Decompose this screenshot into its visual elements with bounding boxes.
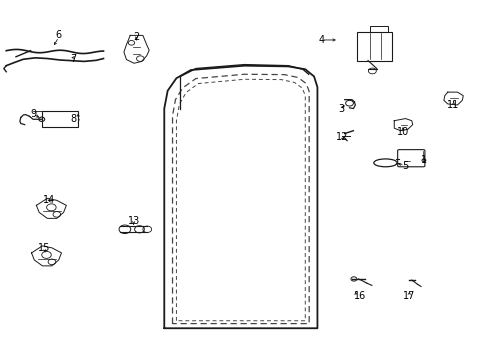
Text: 4: 4 xyxy=(318,35,324,45)
Text: 6: 6 xyxy=(56,30,61,40)
Text: 3: 3 xyxy=(338,104,344,113)
Text: 2: 2 xyxy=(133,32,140,42)
Text: 11: 11 xyxy=(447,100,459,110)
Text: 13: 13 xyxy=(127,216,140,226)
Text: 14: 14 xyxy=(43,195,55,204)
Text: 15: 15 xyxy=(38,243,50,253)
Text: 1: 1 xyxy=(421,156,427,165)
Text: 7: 7 xyxy=(70,54,76,64)
Text: 17: 17 xyxy=(402,291,414,301)
Text: 16: 16 xyxy=(353,291,366,301)
Text: 10: 10 xyxy=(396,127,408,137)
Text: 8: 8 xyxy=(70,114,76,124)
Text: 12: 12 xyxy=(335,132,347,142)
Text: 9: 9 xyxy=(30,109,36,119)
Text: 5: 5 xyxy=(401,161,407,171)
